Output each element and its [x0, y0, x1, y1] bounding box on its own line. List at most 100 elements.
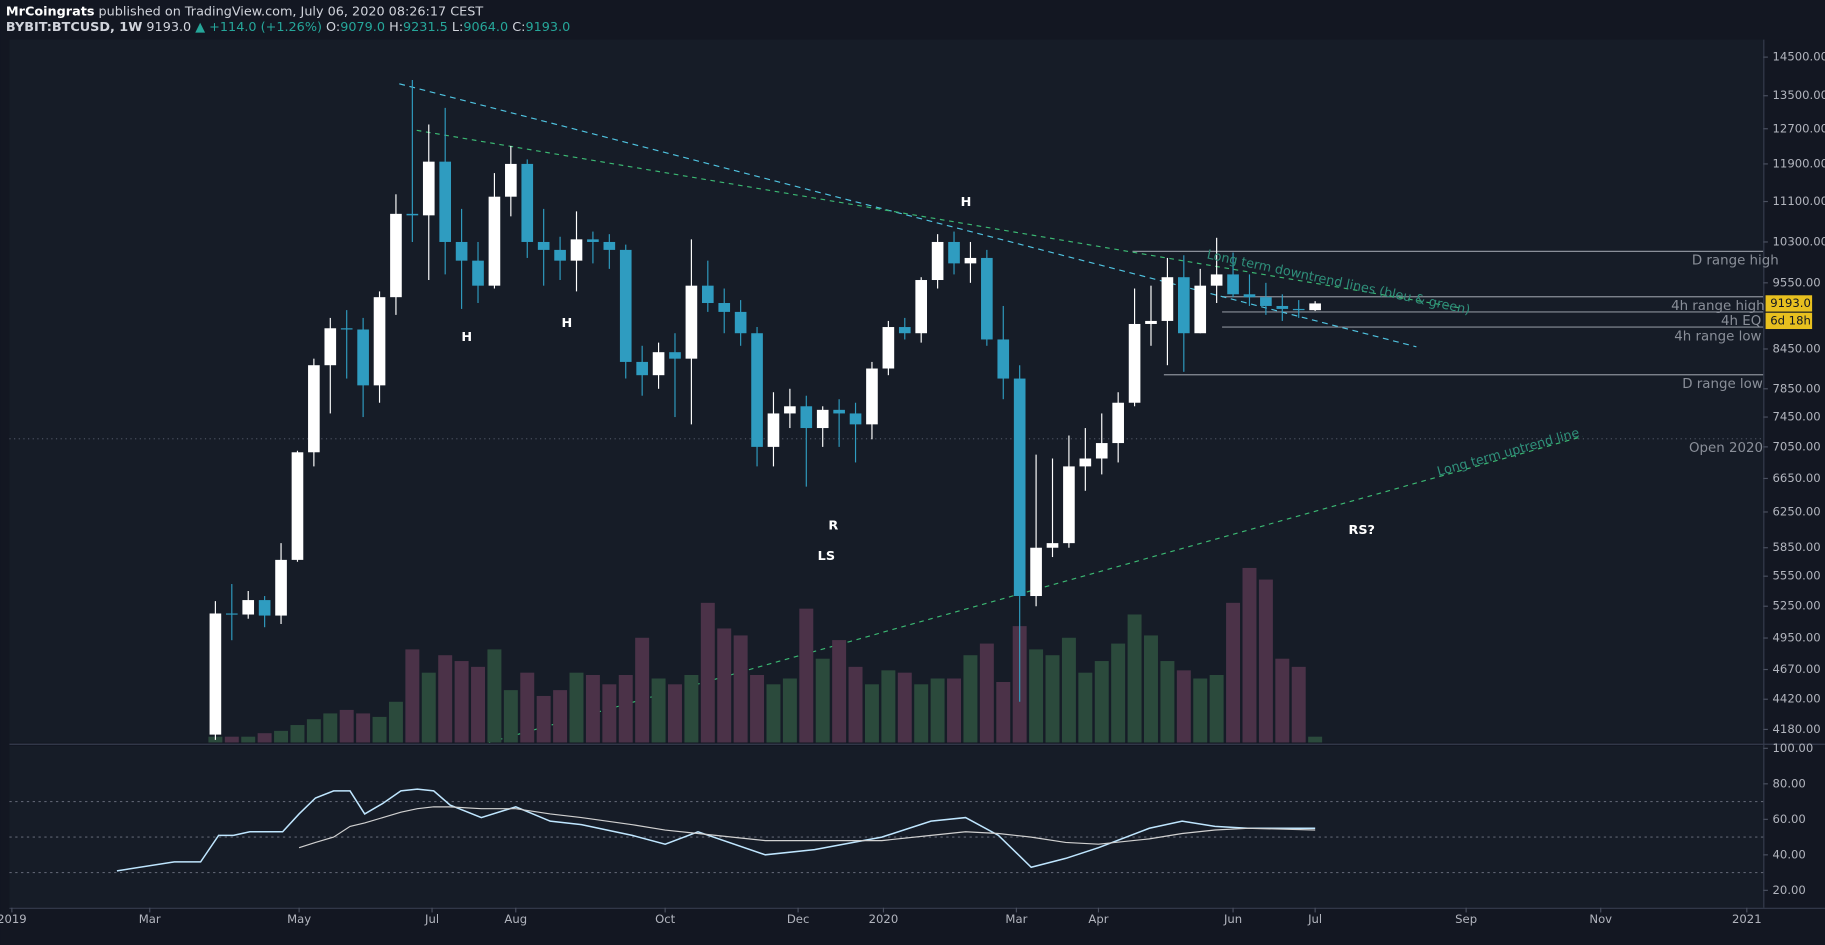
y-tick-label: 6650.00: [1773, 471, 1821, 485]
candle-body: [324, 328, 337, 366]
candle-body: [209, 613, 222, 735]
candle-body: [898, 327, 911, 334]
y-tick-label: 11100.00: [1773, 194, 1825, 208]
candle-body: [521, 163, 534, 242]
candle-body: [636, 361, 648, 376]
volume-bar: [1242, 567, 1257, 743]
y-tick-label: 14500.00: [1773, 50, 1825, 64]
annotation: RS?: [1348, 523, 1375, 538]
x-tick-label: May: [287, 912, 311, 926]
volume-bar: [782, 678, 797, 743]
y-tick-label: 7450.00: [1773, 410, 1821, 424]
y-tick-label: 5250.00: [1773, 599, 1821, 613]
countdown-tag: [1765, 312, 1813, 330]
y-tick-label: 4670.00: [1773, 662, 1821, 676]
candle-body: [833, 409, 845, 414]
y-tick-label: 11900.00: [1773, 156, 1825, 170]
candle-body: [1227, 274, 1239, 295]
candle-body: [373, 297, 386, 386]
candle-body: [225, 613, 238, 615]
y-tick-label: 10300.00: [1773, 234, 1825, 248]
volume-bar: [1045, 655, 1060, 743]
candle-body: [1260, 297, 1272, 306]
candle-body: [357, 329, 369, 386]
volume-bar: [372, 716, 387, 743]
annotation: 4h range low: [1674, 329, 1761, 344]
candle-body: [537, 241, 550, 250]
candle-body: [1013, 378, 1026, 597]
candle-body: [964, 257, 977, 264]
volume-bar: [717, 628, 732, 743]
candle-body: [652, 352, 665, 376]
candle-body: [570, 239, 583, 261]
candle-body: [1030, 547, 1042, 597]
volume-bar: [323, 713, 338, 743]
candle-body: [767, 413, 780, 447]
volume-bar: [1176, 670, 1191, 743]
x-tick-label: 2020: [869, 912, 899, 926]
y-tick-label: 80.00: [1773, 776, 1806, 790]
candle-body: [931, 241, 944, 281]
y-tick-label: 9550.00: [1773, 275, 1821, 289]
volume-bar: [602, 684, 617, 743]
y-tick-label: 6250.00: [1773, 504, 1821, 518]
candle-body: [816, 409, 829, 429]
h: 9231.5: [403, 19, 448, 34]
y-tick-label: 12700.00: [1773, 121, 1825, 135]
volume-bar: [1078, 672, 1093, 743]
y-tick-label: 5850.00: [1773, 540, 1821, 554]
annotation: Open 2020: [1689, 441, 1763, 456]
candle-body: [685, 285, 698, 359]
volume-bar: [766, 684, 781, 743]
last-price: 9193.0: [1770, 296, 1811, 310]
x-tick-label: Jul: [424, 912, 439, 926]
candle-body: [472, 260, 484, 286]
candle-body: [603, 241, 616, 250]
candle-body: [915, 280, 928, 334]
volume-bar: [700, 602, 715, 743]
candle-body: [800, 406, 813, 429]
y-tick-label: 4180.00: [1773, 722, 1821, 736]
published: published on TradingView.com, July 06, 2…: [99, 4, 484, 19]
volume-bar: [585, 675, 600, 743]
volume-bar: [864, 684, 879, 743]
y-tick-label: 7850.00: [1773, 381, 1821, 395]
candle-body: [734, 311, 747, 334]
volume-bar: [1061, 637, 1076, 743]
candle-body: [1161, 277, 1174, 321]
candle-body: [1210, 274, 1223, 286]
l-label: L:: [452, 19, 463, 34]
volume-bar: [454, 661, 469, 743]
volume-bar: [1094, 661, 1109, 743]
annotation: H: [961, 195, 972, 210]
candle-body: [619, 249, 632, 362]
h-label: H:: [389, 19, 403, 34]
y-tick-label: 60.00: [1773, 812, 1806, 826]
annotation: D range high: [1692, 254, 1779, 269]
x-tick-label: Dec: [787, 912, 809, 926]
candle-body: [505, 163, 517, 197]
candle-body: [554, 249, 566, 261]
volume-bar: [618, 675, 633, 743]
candle-body: [1194, 285, 1207, 334]
x-tick-label: Jul: [1307, 912, 1322, 926]
volume-bar: [306, 719, 321, 743]
symbol: BYBIT:BTCUSD, 1W: [6, 19, 142, 34]
volume-bar: [1144, 635, 1158, 743]
volume-bar: [1291, 666, 1306, 743]
x-tick-label: Mar: [1005, 912, 1027, 926]
y-tick-label: 5550.00: [1773, 569, 1821, 583]
volume-bar: [815, 658, 830, 743]
candle-body: [1128, 323, 1141, 403]
volume-bar: [421, 672, 436, 743]
volume-bar: [388, 701, 403, 743]
candle-body: [751, 333, 763, 447]
author: MrCoingrats: [6, 4, 95, 19]
volume-bar: [1258, 579, 1273, 743]
volume-bar: [471, 666, 485, 743]
price-pane: [9, 39, 1764, 743]
volume-bar: [520, 672, 535, 743]
volume-bar: [914, 684, 929, 743]
volume-bar: [1226, 602, 1241, 743]
